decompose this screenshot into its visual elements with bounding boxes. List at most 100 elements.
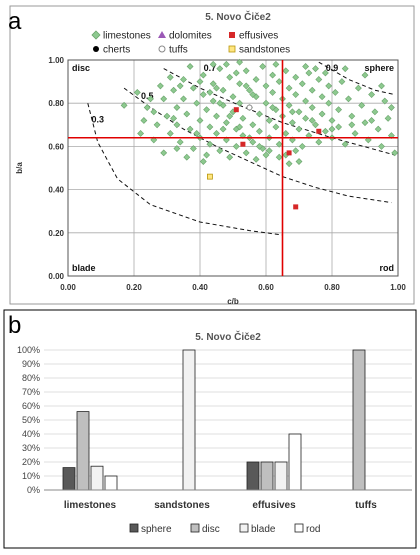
x-tick-label: 0.60 <box>258 283 274 292</box>
y-tick-label: 0.60 <box>48 142 64 151</box>
zingg-scatter-panel: 5. Novo Čiče2 limestones dolomites effusive… <box>8 5 415 306</box>
point-limestone <box>199 91 207 98</box>
point-limestone <box>255 142 263 150</box>
legend-label-effusives: effusives <box>239 31 278 42</box>
legend-swatch-rod <box>294 523 304 533</box>
point-limestone <box>170 114 178 122</box>
legend-label-sphere: sphere <box>141 524 172 535</box>
point-limestone <box>292 91 300 98</box>
point-limestone <box>166 73 174 81</box>
legend-item-rod: rod <box>294 523 320 535</box>
region-label-rod: rod <box>380 263 395 273</box>
x-tick-label: 0.00 <box>60 283 76 292</box>
curve-label: 0.7 <box>204 63 217 73</box>
legend-item-blade: blade <box>239 523 276 535</box>
point-limestone <box>262 151 270 159</box>
point-limestone <box>318 110 326 118</box>
point-limestone <box>137 130 145 137</box>
point-limestone <box>325 99 333 107</box>
point-limestone <box>302 63 310 70</box>
point-limestone <box>282 130 290 137</box>
point-limestone <box>186 125 194 133</box>
panel-label-a: a <box>8 8 22 35</box>
point-limestone <box>203 106 211 114</box>
point-effusive <box>286 150 292 156</box>
point-limestone <box>213 84 220 92</box>
point-limestone <box>315 76 323 83</box>
point-limestone <box>249 121 257 129</box>
point-sandstone <box>206 173 213 180</box>
point-limestone <box>331 88 339 96</box>
iso-curve <box>318 61 395 96</box>
point-limestone <box>328 125 336 133</box>
point-limestone <box>176 82 184 90</box>
point-limestone <box>341 65 349 73</box>
point-limestone <box>381 97 389 105</box>
point-limestone <box>203 151 211 159</box>
point-limestone <box>298 142 306 150</box>
legend-marker-dolomites <box>158 31 166 38</box>
point-limestone <box>173 145 181 152</box>
point-limestone <box>275 140 283 148</box>
point-limestone <box>199 71 207 79</box>
point-limestone <box>387 104 395 111</box>
point-limestone <box>288 108 296 116</box>
category-label: tuffs <box>355 500 377 511</box>
point-limestone <box>368 117 376 124</box>
category-label: limestones <box>64 500 117 511</box>
legend-item-sandstones: sandstones <box>228 45 290 56</box>
point-limestone <box>189 145 197 152</box>
point-limestone <box>335 106 343 114</box>
category-label: effusives <box>252 500 296 511</box>
x-tick-label: 0.80 <box>324 283 340 292</box>
point-limestone <box>140 117 148 124</box>
point-limestone <box>358 101 366 109</box>
point-limestone <box>206 88 214 96</box>
point-limestone <box>272 123 280 131</box>
zingg-scatter-chart: 5. Novo Čiče2 limestones dolomites effusive… <box>9 5 415 306</box>
point-effusive <box>240 141 246 147</box>
point-limestone <box>298 80 306 88</box>
point-limestone <box>209 80 217 88</box>
curve-label: 0.3 <box>91 115 104 125</box>
legend-item-tuffs: tuffs <box>158 45 188 56</box>
y-tick-label: 0.20 <box>48 229 64 238</box>
y-tick-label: 10% <box>22 471 40 481</box>
point-limestone <box>348 121 356 129</box>
point-limestone <box>229 93 237 101</box>
point-effusive <box>316 128 322 134</box>
point-limestone <box>384 114 392 122</box>
point-limestone <box>305 69 313 77</box>
point-limestone <box>206 140 214 148</box>
bar-sphere <box>62 467 76 491</box>
legend-label-blade: blade <box>251 524 276 535</box>
bar-sphere <box>246 461 260 491</box>
point-limestone <box>378 82 385 90</box>
legend-item-cherts: cherts <box>93 45 130 56</box>
point-limestone <box>222 119 230 127</box>
point-limestone <box>209 97 217 105</box>
point-limestone <box>143 104 151 111</box>
iso-curve <box>123 87 392 204</box>
point-limestone <box>216 147 224 155</box>
point-limestone <box>292 147 300 155</box>
point-limestone <box>160 95 168 103</box>
point-limestone <box>206 123 214 131</box>
point-limestone <box>209 60 217 68</box>
point-limestone <box>173 121 181 129</box>
point-limestone <box>232 69 240 77</box>
point-limestone <box>295 125 303 133</box>
point-limestone <box>341 140 349 148</box>
point-limestone <box>282 67 290 75</box>
point-limestone <box>321 127 329 135</box>
point-limestone <box>219 125 227 133</box>
bar-blade <box>90 465 104 491</box>
point-limestone <box>120 101 128 109</box>
point-limestone <box>226 153 234 161</box>
point-limestone <box>249 91 257 98</box>
point-limestone <box>236 58 244 66</box>
point-limestone <box>328 117 336 124</box>
point-limestone <box>265 147 273 155</box>
point-limestone <box>160 149 168 157</box>
point-limestone <box>269 88 277 96</box>
